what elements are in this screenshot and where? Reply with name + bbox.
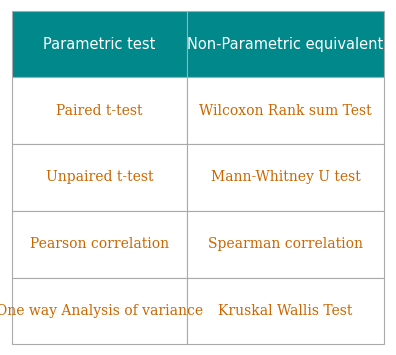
Text: Parametric test: Parametric test [43,37,156,51]
Text: Wilcoxon Rank sum Test: Wilcoxon Rank sum Test [199,104,372,118]
Bar [187,144,384,211]
Bar [12,211,187,278]
Bar [187,11,384,77]
Text: Non-Parametric equivalent: Non-Parametric equivalent [187,37,384,51]
Bar [12,11,187,77]
Bar [12,144,187,211]
Bar [187,211,384,278]
Text: Spearman correlation: Spearman correlation [208,237,363,251]
Bar [187,77,384,144]
Bar [187,278,384,344]
Text: Paired t-test: Paired t-test [56,104,143,118]
Text: One way Analysis of variance: One way Analysis of variance [0,304,203,318]
Text: Pearson correlation: Pearson correlation [30,237,169,251]
Text: Unpaired t-test: Unpaired t-test [46,170,153,185]
Text: Mann-Whitney U test: Mann-Whitney U test [211,170,360,185]
Text: Kruskal Wallis Test: Kruskal Wallis Test [218,304,353,318]
Bar [12,278,187,344]
Bar [12,77,187,144]
